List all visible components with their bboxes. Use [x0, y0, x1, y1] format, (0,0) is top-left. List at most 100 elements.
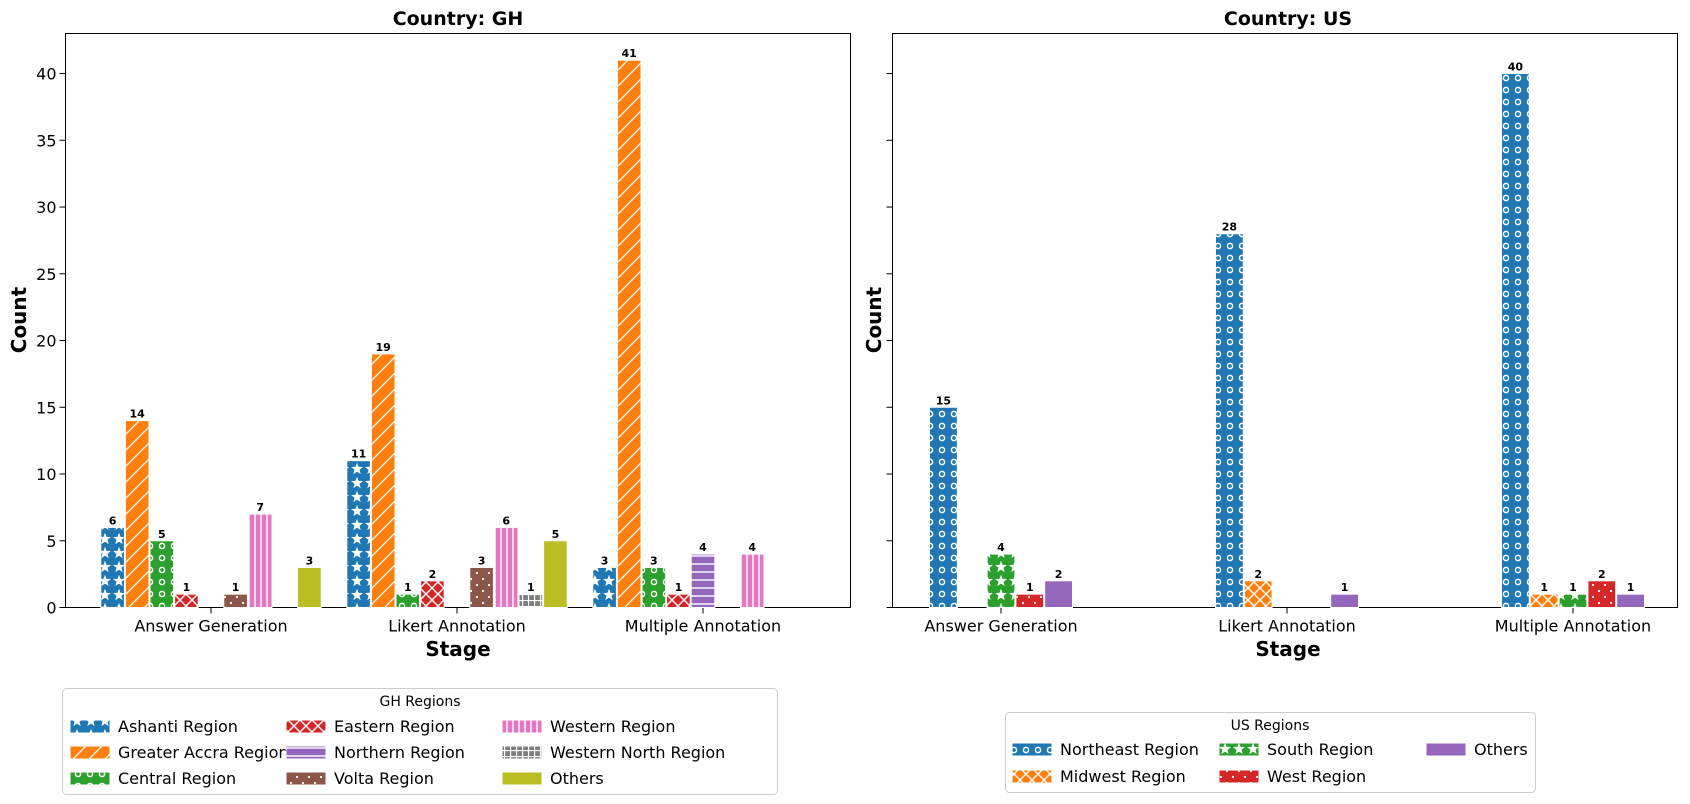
gh-legend-label-greater-accra-region: Greater Accra Region	[118, 743, 289, 762]
gh-data-label: 5	[552, 528, 560, 541]
us-legend-swatch-west-region	[1218, 769, 1260, 784]
us-x-tick-label: Multiple Annotation	[1495, 617, 1651, 636]
us-legend-title: US Regions	[1231, 718, 1310, 734]
gh-data-label: 3	[306, 554, 314, 567]
us-bar-others	[1616, 593, 1645, 609]
gh-legend-label-western-region: Western Region	[550, 717, 675, 736]
us-data-label: 1	[1026, 581, 1034, 594]
gh-legend-label-ashanti-region: Ashanti Region	[118, 717, 238, 736]
gh-legend-swatch-northern-region	[285, 745, 327, 760]
us-y-axis-label: Count	[862, 286, 886, 353]
us-data-label: 2	[1254, 568, 1262, 581]
gh-data-label: 3	[601, 554, 609, 567]
gh-legend-label-northern-region: Northern Region	[334, 743, 465, 762]
us-bar-west-region	[1587, 580, 1617, 608]
gh-data-label: 6	[109, 514, 117, 527]
gh-legend-swatch-greater-accra-region	[69, 745, 111, 760]
gh-legend-box	[62, 688, 778, 795]
gh-data-label: 5	[158, 528, 166, 541]
us-bar-midwest-region	[1243, 580, 1273, 608]
gh-data-label: 1	[232, 581, 240, 594]
gh-bar-western-region	[247, 513, 273, 609]
us-bar-others	[1044, 580, 1073, 608]
us-x-tick-label: Likert Annotation	[1218, 617, 1356, 636]
us-bar-west-region	[1015, 593, 1045, 609]
us-data-label: 4	[997, 541, 1005, 554]
gh-legend-label-western-north-region: Western North Region	[550, 743, 725, 762]
gh-y-tick-label: 30	[36, 198, 56, 217]
gh-bar-central-region	[641, 566, 667, 609]
gh-y-tick-label: 25	[36, 265, 56, 284]
us-chart: Country: US Answer Generation Likert Anno…	[862, 8, 1678, 793]
gh-bar-eastern-region	[666, 593, 691, 609]
gh-y-tick-label: 5	[46, 532, 56, 551]
us-bar-south-region	[1558, 593, 1588, 609]
us-data-label: 1	[1341, 581, 1349, 594]
gh-data-label: 19	[376, 341, 391, 354]
us-legend-label-northeast-region: Northeast Region	[1060, 740, 1199, 759]
gh-bar-central-region	[149, 540, 175, 608]
gh-data-label: 14	[130, 408, 146, 421]
gh-bar-western-region	[493, 526, 519, 609]
gh-data-label: 3	[478, 554, 486, 567]
gh-data-label: 11	[351, 448, 366, 461]
us-legend-swatch-others	[1425, 742, 1467, 757]
us-legend-label-others: Others	[1474, 740, 1528, 759]
gh-y-tick-label: 0	[46, 599, 56, 618]
gh-legend-label-others: Others	[550, 769, 604, 788]
gh-legend-swatch-volta-region	[285, 771, 327, 786]
us-data-label: 1	[1540, 581, 1548, 594]
us-legend-swatch-northeast-region	[1011, 742, 1053, 757]
us-legend-label-west-region: West Region	[1267, 767, 1366, 786]
us-data-label: 2	[1598, 568, 1606, 581]
gh-y-axis-label: Count	[7, 286, 31, 353]
gh-data-label: 4	[748, 541, 756, 554]
us-legend-label-south-region: South Region	[1267, 740, 1373, 759]
gh-y-tick-label: 15	[36, 398, 56, 417]
gh-data-label: 3	[650, 554, 658, 567]
gh-legend-swatch-others	[501, 771, 543, 786]
gh-y-tick-label: 35	[36, 131, 56, 150]
us-bar-midwest-region	[1529, 593, 1559, 609]
gh-data-label: 4	[699, 541, 707, 554]
us-bar-others	[1330, 593, 1359, 609]
gh-bar-eastern-region	[174, 593, 199, 609]
us-x-axis-label: Stage	[1255, 637, 1320, 661]
us-legend-swatch-midwest-region	[1011, 769, 1053, 784]
gh-legend-swatch-western-region	[501, 719, 543, 734]
gh-bar-greater-accra-region	[370, 353, 396, 609]
gh-data-label: 1	[675, 581, 683, 594]
gh-legend-title: GH Regions	[379, 694, 460, 710]
gh-legend-label-eastern-region: Eastern Region	[334, 717, 455, 736]
gh-data-label: 2	[429, 568, 437, 581]
us-data-label: 1	[1569, 581, 1577, 594]
us-data-label: 2	[1055, 568, 1063, 581]
gh-bar-others	[543, 540, 568, 608]
gh-data-label: 6	[502, 514, 510, 527]
gh-bar-western-region	[739, 553, 765, 609]
gh-x-tick-label: Answer Generation	[134, 617, 287, 636]
gh-y-tick-label: 10	[36, 465, 56, 484]
gh-data-label: 1	[183, 581, 191, 594]
gh-legend-swatch-ashanti-region	[69, 719, 111, 734]
us-plot-frame	[892, 33, 1678, 608]
us-x-tick-label: Answer Generation	[924, 617, 1077, 636]
us-data-label: 1	[1627, 581, 1635, 594]
gh-bar-western-north-region	[518, 593, 544, 609]
gh-bar-volta-region	[223, 593, 248, 609]
gh-x-tick-label: Multiple Annotation	[625, 617, 781, 636]
us-legend-label-midwest-region: Midwest Region	[1060, 767, 1186, 786]
gh-bar-greater-accra-region	[616, 59, 642, 608]
gh-plot-frame	[65, 33, 851, 608]
us-bar-northeast-region	[1501, 73, 1530, 608]
gh-bar-ashanti-region	[100, 526, 125, 609]
gh-bar-central-region	[395, 593, 421, 609]
gh-bar-volta-region	[469, 566, 494, 609]
gh-legend-swatch-western-north-region	[501, 745, 543, 760]
us-bar-northeast-region	[929, 406, 958, 609]
gh-legend-label-central-region: Central Region	[118, 769, 236, 788]
gh-data-label: 7	[256, 501, 264, 514]
gh-bar-others	[297, 566, 322, 609]
